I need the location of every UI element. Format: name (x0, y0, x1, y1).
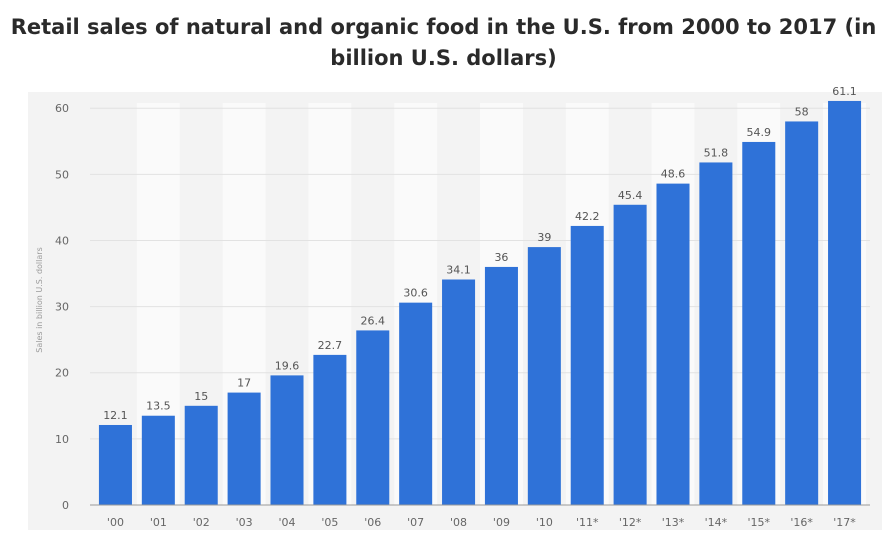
data-labels: 12.1 13.5 15 17 19.6 22.7 26.4 30.6 34.1 36 39 42.2… (103, 85, 857, 422)
x-tick-label: '09 (493, 516, 510, 529)
data-label: 45.4 (618, 189, 643, 202)
x-tick-label: '13* (662, 516, 685, 529)
x-tick-label: '15* (748, 516, 771, 529)
data-label: 12.1 (103, 409, 128, 422)
y-tick-label: 30 (55, 301, 69, 314)
data-label: 39 (537, 231, 551, 244)
data-label: 61.1 (832, 85, 857, 98)
bar (742, 141, 776, 506)
y-tick-label: 50 (55, 168, 69, 181)
y-axis-title: Sales in billion U.S. dollars (35, 247, 44, 353)
data-label: 19.6 (275, 359, 300, 372)
y-tick-label: 0 (62, 499, 69, 512)
data-label: 54.9 (747, 126, 772, 139)
data-label: 30.6 (403, 287, 428, 300)
bar (356, 330, 390, 505)
bar (484, 266, 518, 505)
bar (442, 279, 476, 505)
x-tick-label: '14* (705, 516, 728, 529)
x-tick-label: '01 (150, 516, 167, 529)
x-tick-label: '06 (364, 516, 381, 529)
x-tick-label: '05 (321, 516, 338, 529)
x-tick-label: '04 (278, 516, 295, 529)
y-tick-label: 40 (55, 234, 69, 247)
bar (313, 354, 347, 505)
bar (570, 225, 604, 505)
data-label: 51.8 (704, 146, 729, 159)
gridlines (90, 107, 870, 440)
bar (613, 204, 647, 505)
x-tick-label: '03 (236, 516, 253, 529)
y-tick-label: 10 (55, 433, 69, 446)
x-tick-label: '16* (790, 516, 813, 529)
bar (227, 392, 261, 505)
x-tick-label: '02 (193, 516, 210, 529)
data-label: 42.2 (575, 210, 600, 223)
data-label: 13.5 (146, 400, 171, 413)
chart-title-line-2: billion U.S. dollars) (330, 46, 557, 70)
x-axis-ticks: '00 '01 '02 '03 '04 '05 '06 '07 '08 '09 '10 '11* '12… (107, 516, 856, 529)
bar (399, 302, 433, 505)
data-label: 48.6 (661, 168, 686, 181)
y-tick-label: 20 (55, 367, 69, 380)
data-label: 22.7 (318, 339, 343, 352)
data-label: 58 (795, 105, 809, 118)
data-label: 36 (494, 251, 508, 264)
bar (270, 375, 304, 505)
bar (785, 121, 819, 506)
x-tick-label: '17* (833, 516, 856, 529)
bar (828, 100, 862, 506)
data-label: 26.4 (361, 314, 386, 327)
bar (141, 415, 175, 505)
y-axis-ticks: 0 10 20 30 40 50 60 (55, 102, 69, 512)
bar (184, 405, 218, 505)
x-tick-label: '07 (407, 516, 424, 529)
x-tick-label: '11* (576, 516, 599, 529)
x-tick-label: '10 (536, 516, 553, 529)
x-tick-label: '12* (619, 516, 642, 529)
bar (98, 424, 132, 505)
bar (699, 162, 733, 506)
bar (656, 183, 690, 505)
data-label: 34.1 (446, 264, 471, 277)
bar (527, 247, 561, 505)
bars (98, 100, 862, 506)
data-label: 15 (194, 390, 208, 403)
data-label: 17 (237, 377, 251, 390)
x-tick-label: '08 (450, 516, 467, 529)
y-tick-label: 60 (55, 102, 69, 115)
chart-title-line-1: Retail sales of natural and organic food… (10, 15, 877, 39)
x-tick-label: '00 (107, 516, 124, 529)
chart-title: Retail sales of natural and organic food… (0, 12, 887, 74)
